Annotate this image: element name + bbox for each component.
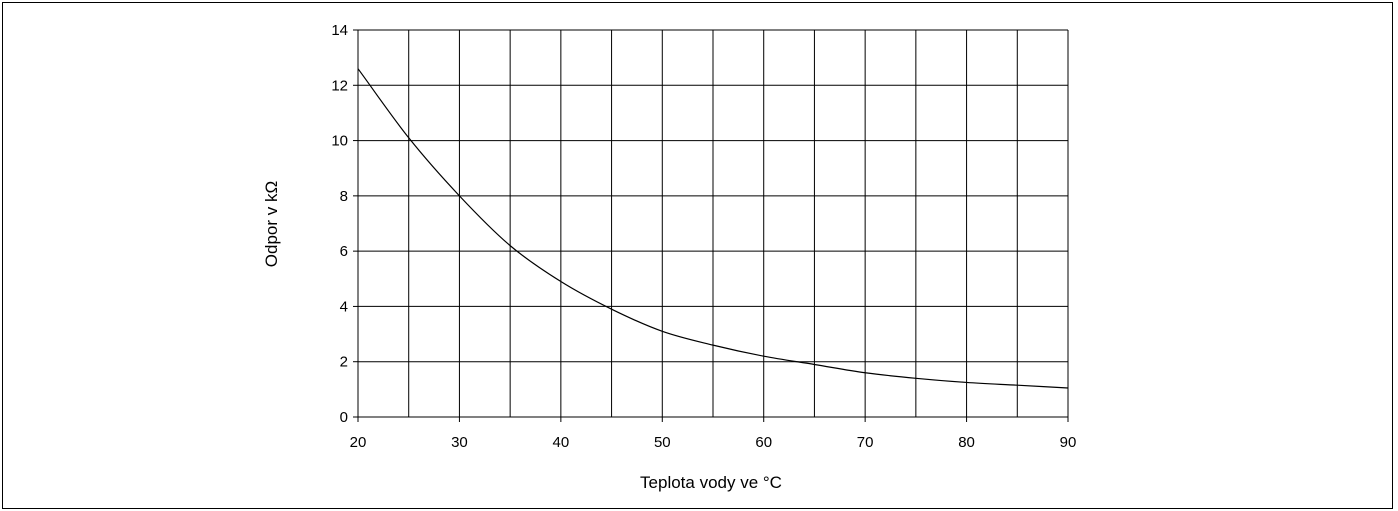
- x-axis-label: Teplota vody ve °C: [640, 473, 782, 492]
- x-tick-label: 90: [1060, 434, 1077, 451]
- y-tick-label: 14: [331, 22, 348, 39]
- series-line: [357, 68, 1069, 389]
- data-point: [1067, 387, 1068, 388]
- y-tick-label: 2: [340, 354, 348, 371]
- data-point: [357, 68, 358, 69]
- data-point: [915, 378, 916, 379]
- x-tick-label: 40: [553, 434, 570, 451]
- x-tick-label: 80: [958, 434, 975, 451]
- data-point: [1017, 385, 1018, 386]
- y-tick-label: 6: [340, 243, 348, 260]
- x-tick-label: 30: [451, 434, 468, 451]
- y-tick-label: 8: [340, 188, 348, 205]
- data-point: [560, 281, 561, 282]
- data-point: [966, 382, 967, 383]
- x-tick-label: 20: [350, 434, 367, 451]
- y-tick-label: 0: [340, 409, 348, 426]
- data-point: [865, 372, 866, 373]
- data-point: [763, 356, 764, 357]
- data-point: [662, 331, 663, 332]
- y-tick-label: 10: [331, 133, 348, 150]
- data-point: [459, 195, 460, 196]
- grid: [357, 29, 1069, 418]
- y-tick-label: 12: [331, 77, 348, 94]
- data-point: [611, 309, 612, 310]
- x-tick-label: 60: [755, 434, 772, 451]
- x-tick-labels: 20 30 40 50 60 70 80 90: [350, 434, 1077, 451]
- data-point: [408, 137, 409, 138]
- data-point: [814, 364, 815, 365]
- axes: [353, 29, 1069, 422]
- x-tick-label: 50: [654, 434, 671, 451]
- y-tick-label: 4: [340, 298, 348, 315]
- y-axis-label: Odpor v kΩ: [262, 181, 281, 267]
- y-tick-labels: 0 2 4 6 8 10 12 14: [331, 22, 348, 426]
- data-point: [510, 245, 511, 246]
- data-point: [712, 345, 713, 346]
- series-layer: [357, 68, 1069, 389]
- x-tick-label: 70: [857, 434, 874, 451]
